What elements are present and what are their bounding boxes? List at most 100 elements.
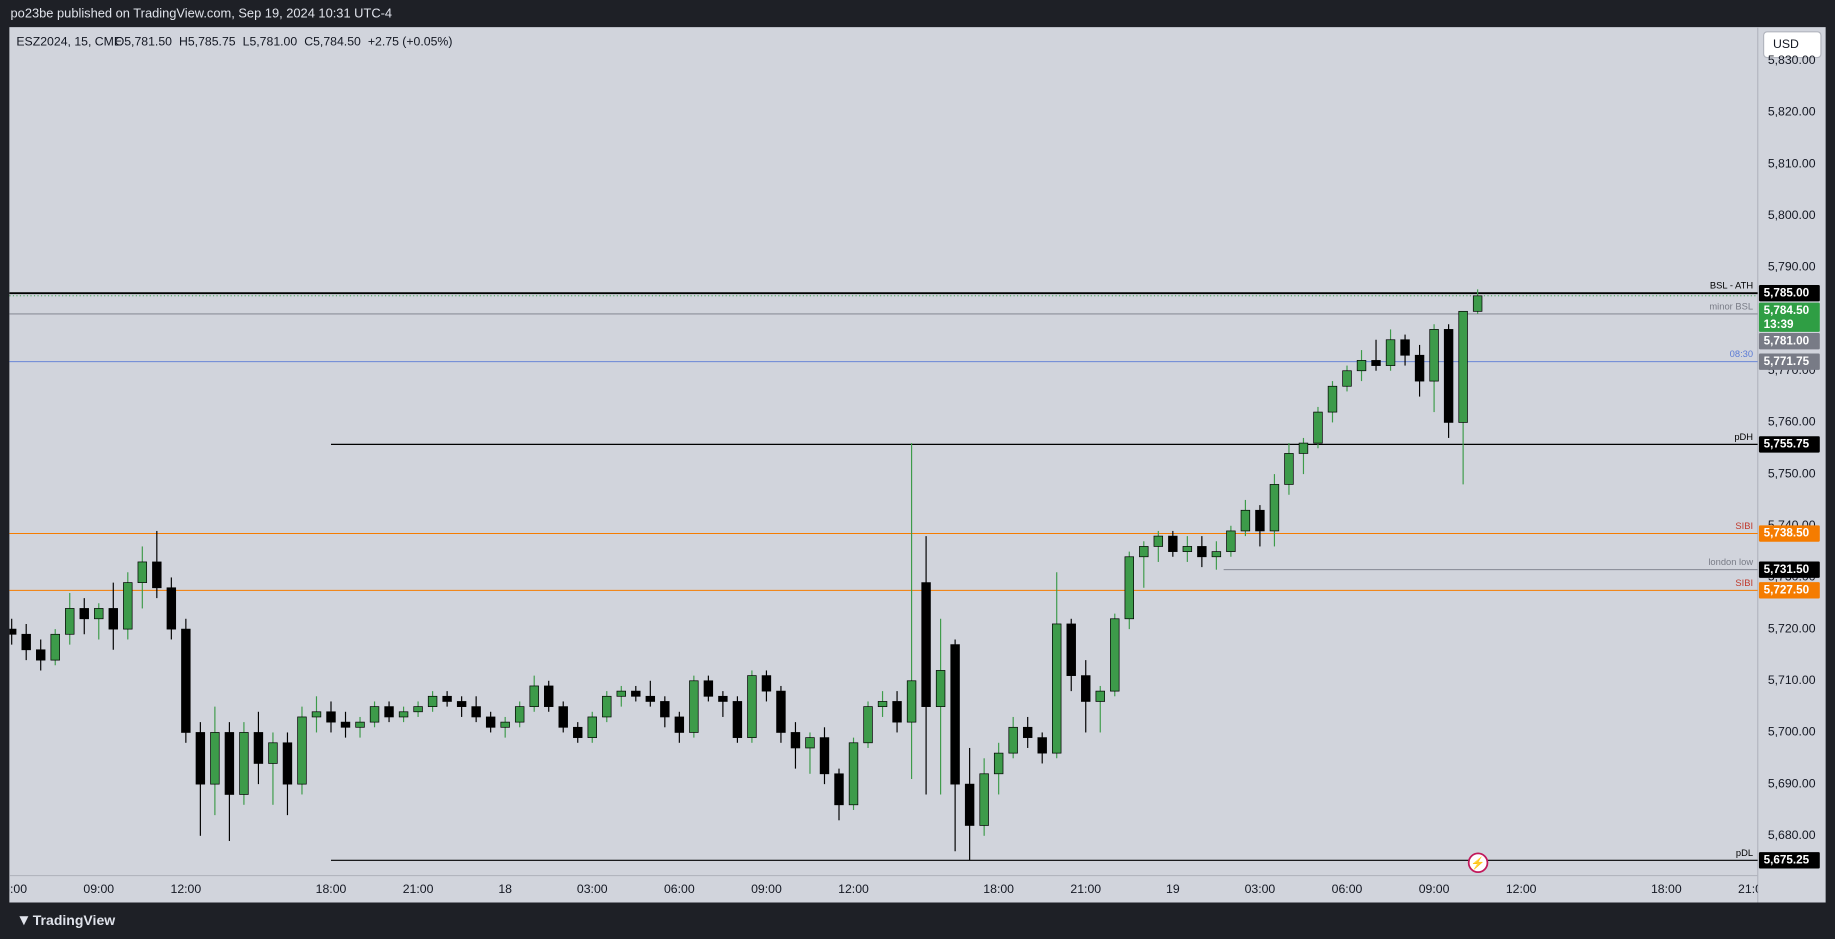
candle-body [311,711,322,718]
x-tick-label: 12:00 [838,882,869,896]
candle-body [239,732,249,795]
candle-body [1168,535,1178,552]
price-label: 5,784.50 [1764,304,1810,317]
candle-body [1255,509,1265,532]
candle-body [268,742,278,764]
candle-body [660,701,670,718]
candle-body [500,721,510,728]
candle-body [326,711,336,723]
y-tick-label: 5,720.00 [1768,621,1816,635]
x-tick-label: 21:00 [403,882,434,896]
price-label: 5,727.50 [1764,583,1810,596]
candle-body [1095,690,1105,702]
candle-body [587,716,597,738]
x-tick-label: 09:00 [83,882,114,896]
candle-body [1400,339,1410,356]
level-label: pDL [1736,848,1753,858]
candle-body [892,701,902,723]
candle-body [253,732,264,764]
candle-body [1110,618,1120,692]
price-label: 5,781.00 [1764,334,1810,347]
candle-body [1182,546,1193,552]
candle-body [761,675,772,692]
candle-body [369,706,380,723]
candle-body [906,680,917,723]
price-label-box [1758,285,1820,302]
candle-body [979,773,989,826]
x-tick-label: 12:00 [171,882,202,896]
price-label-box [1758,353,1820,370]
candle-body [718,695,728,702]
candle-body [1139,546,1149,558]
y-tick-label: 5,760.00 [1768,415,1816,429]
candle-body [224,732,235,795]
candle-body [993,752,1004,775]
candle-body [1458,310,1468,423]
candle-body [137,561,148,583]
price-label-box [1758,561,1820,578]
candle-body [1284,453,1294,485]
plot [9,289,1758,861]
candle-body [1081,675,1091,702]
publisher-line: po23be published on TradingView.com, Sep… [11,6,393,21]
candle-body [79,608,89,620]
price-label-box [1758,333,1820,350]
candle-body [790,732,801,749]
price-label: 5,738.50 [1764,527,1810,540]
candle-body [1443,329,1454,423]
level-label: 08:30 [1730,349,1753,359]
y-tick-label: 5,800.00 [1768,208,1816,222]
price-label: 5,731.50 [1764,563,1810,576]
candle-body [1037,737,1047,754]
price-label: 13:39 [1764,318,1794,331]
x-tick-label: 12:00 [1506,882,1537,896]
candle-body [573,726,583,738]
currency[interactable]: USD [1773,37,1799,51]
price-label: 5,755.75 [1764,437,1810,450]
candle-body [471,706,481,718]
candle-body [1124,556,1134,620]
price-label: 5,675.25 [1764,853,1810,866]
candle-body [50,633,60,661]
x-tick-label: 21:00 [1738,882,1769,896]
candle-body [1052,623,1062,754]
candle-body [689,680,699,733]
y-tick-label: 5,820.00 [1768,105,1816,119]
legend-value: O5,781.50 [115,35,172,49]
candle-body [1371,360,1381,366]
legend-value: +2.75 (+0.05%) [368,35,453,49]
candle-body [94,608,104,620]
symbol: ESZ2024, 15, CME [16,35,122,49]
candle-body [1342,370,1352,387]
y-tick-label: 5,750.00 [1768,466,1816,480]
candle-body [282,742,293,785]
candle-body [616,690,626,697]
candle-body [950,644,960,785]
candle-body [1153,535,1164,547]
event-icon[interactable] [1467,852,1489,873]
candle-body [819,737,830,775]
y-tick-label: 5,700.00 [1768,725,1816,739]
chart-area [9,27,1826,903]
candle-body [152,561,162,589]
level-label: london low [1708,557,1753,567]
candle-body [1008,726,1018,754]
x-tick-label: 03:00 [577,882,608,896]
candle-body [514,706,525,723]
brand-logo: ▼ [16,912,31,929]
price-label: 5,771.75 [1764,355,1810,368]
candle-body [1414,354,1425,382]
currency-button[interactable] [1763,31,1822,59]
candle-body [1429,329,1439,382]
candle-body [631,690,641,697]
candle-body [1066,623,1076,676]
candle-body [340,721,351,728]
y-tick-label: 5,680.00 [1768,828,1816,842]
candle-body [805,737,815,749]
level-label: pDH [1734,432,1753,442]
candle-body [848,742,859,806]
y-tick-label: 5,790.00 [1768,260,1816,274]
y-tick-label: 5,830.00 [1768,53,1816,67]
candle-body [935,670,946,707]
y-tick-label: 5,810.00 [1768,156,1816,170]
